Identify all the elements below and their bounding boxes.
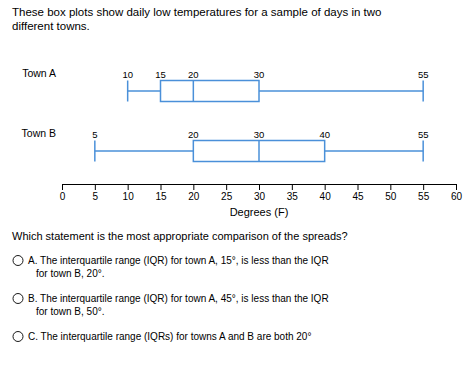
data-label: 20 [188, 129, 199, 140]
whisker-cap [127, 81, 129, 102]
x-tick-label: 35 [287, 191, 299, 202]
x-axis-title: Degrees (F) [230, 206, 289, 218]
question-line: Which statement is the most appropriate … [12, 230, 348, 242]
x-tick-label: 5 [93, 191, 99, 202]
data-label: 55 [418, 129, 429, 140]
data-label: 20 [188, 69, 199, 80]
x-tick-label: 40 [320, 191, 332, 202]
whisker [95, 150, 193, 152]
title-line: different towns. [12, 20, 90, 32]
x-tick-mark [95, 184, 96, 190]
x-tick-mark [423, 184, 424, 190]
data-label: 40 [319, 129, 330, 140]
x-tick-mark [193, 184, 194, 190]
option-line: for town B, 20°. [36, 268, 104, 279]
x-tick: 20 [188, 184, 200, 202]
x-tick-label: 10 [123, 191, 135, 202]
x-tick-mark [161, 184, 162, 190]
boxes [95, 81, 423, 162]
x-tick-label: 50 [385, 191, 397, 202]
box-plot [95, 141, 423, 162]
x-tick: 60 [451, 184, 463, 202]
data-label: 55 [418, 69, 429, 80]
median [258, 141, 260, 162]
option-bullet [13, 256, 23, 266]
option-line: A. The interquartile range (IQR) for tow… [28, 255, 329, 266]
option-bullet [13, 294, 23, 304]
x-tick-label: 45 [352, 191, 364, 202]
x-tick: 35 [287, 184, 299, 202]
x-axis: 0 5 10 15 20 25 30 35 40 45 50 55 60 [60, 184, 463, 202]
x-tick: 10 [123, 184, 135, 202]
whisker-cap [422, 141, 424, 162]
median [193, 81, 195, 102]
x-tick-mark [128, 184, 129, 190]
x-tick-mark [390, 184, 391, 190]
question: Which statement is the most appropriate … [12, 230, 348, 242]
option: A. The interquartile range (IQR) for tow… [28, 255, 329, 279]
annotations: Which statement is the most appropriate … [12, 230, 348, 342]
option: B. The interquartile range (IQR) for tow… [28, 293, 329, 317]
x-tick-mark [259, 184, 260, 190]
data-label: 10 [122, 69, 133, 80]
x-tick: 0 [60, 184, 66, 202]
x-tick: 50 [385, 184, 397, 202]
box-plot [128, 81, 424, 102]
x-tick-mark [226, 184, 227, 190]
x-tick-label: 15 [155, 191, 167, 202]
x-tick: 40 [320, 184, 332, 202]
data-label: 5 [92, 129, 97, 140]
x-tick: 5 [93, 184, 99, 202]
x-tick-mark [456, 184, 457, 190]
title: These box plots show daily low temperatu… [12, 6, 381, 32]
option-bullet [13, 332, 23, 342]
x-tick: 55 [418, 184, 430, 202]
option: C. The interquartile range (IQRs) for to… [28, 331, 311, 342]
x-tick: 25 [221, 184, 233, 202]
whisker [259, 90, 423, 92]
x-axis-line [63, 185, 457, 191]
x-tick-label: 25 [221, 191, 233, 202]
x-tick-label: 60 [451, 191, 463, 202]
x-tick-label: 30 [254, 191, 266, 202]
chart: These box plots show daily low temperatu… [0, 0, 474, 392]
whisker-cap [422, 81, 424, 102]
x-tick: 15 [155, 184, 167, 202]
option-line: for town B, 50°. [36, 306, 104, 317]
x-tick: 30 [254, 184, 266, 202]
category-label: Town A [22, 67, 56, 79]
data-label: 30 [254, 69, 265, 80]
data-label: 15 [155, 69, 166, 80]
box [161, 81, 260, 102]
x-tick-label: 0 [60, 191, 66, 202]
whisker [325, 150, 424, 152]
category-label: Town B [22, 127, 56, 139]
x-tick-mark [358, 184, 359, 190]
x-tick: 45 [352, 184, 364, 202]
title-line: These box plots show daily low temperatu… [12, 6, 381, 18]
whisker-cap [94, 141, 96, 162]
data-label: 30 [254, 129, 265, 140]
option-line: B. The interquartile range (IQR) for tow… [28, 293, 329, 304]
x-tick-mark [292, 184, 293, 190]
whisker [128, 90, 161, 92]
x-tick-mark [62, 184, 63, 190]
labels: Town A 10 15 20 30 55 Town B 5 20 30 40 55 [22, 67, 429, 140]
box [193, 141, 324, 162]
x-tick-mark [325, 184, 326, 190]
option-line: C. The interquartile range (IQRs) for to… [28, 331, 311, 342]
x-tick-label: 20 [188, 191, 200, 202]
x-tick-label: 55 [418, 191, 430, 202]
